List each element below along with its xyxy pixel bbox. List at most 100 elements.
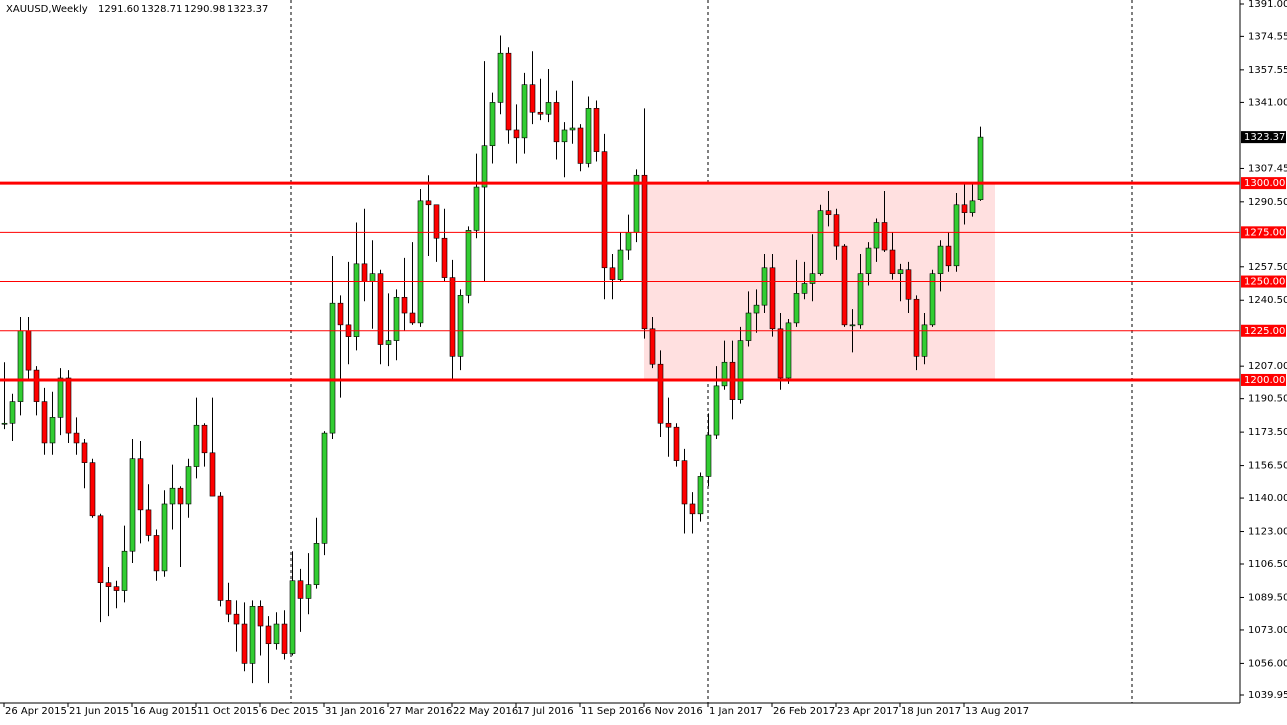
candle-body (153, 535, 160, 572)
header-value: 1291.60 (98, 4, 139, 15)
x-tick-label: 13 Aug 2017 (965, 706, 1029, 717)
candle-body (113, 586, 120, 591)
candle-body (713, 385, 720, 436)
candle-body (889, 249, 896, 274)
candle-body (233, 613, 240, 625)
candle-body (457, 295, 464, 357)
candle-body (753, 304, 760, 314)
candle-body (353, 263, 360, 337)
candle-body (369, 273, 376, 282)
candle-body (513, 129, 520, 139)
candle-body (577, 127, 584, 164)
y-tick-label: 1257.50 (1248, 262, 1287, 273)
candle-body (697, 476, 704, 515)
candle-body (553, 102, 560, 143)
level-label-bg (1241, 226, 1286, 239)
candle-body (297, 580, 304, 599)
candle-body (769, 267, 776, 330)
x-tick-label: 26 Feb 2017 (773, 706, 835, 717)
candle-body (913, 298, 920, 357)
y-tick-label: 1391.00 (1248, 0, 1287, 10)
y-tick-label: 1123.00 (1248, 527, 1287, 538)
x-tick-label: 1 Jan 2017 (709, 706, 763, 717)
header-value: 1323.37 (227, 4, 268, 15)
x-tick-label: 11 Sep 2016 (581, 706, 644, 717)
candle-body (785, 322, 792, 379)
candle-body (465, 230, 472, 296)
y-tick-label: 1156.50 (1248, 461, 1287, 472)
candle-body (529, 84, 536, 113)
level-label: 1250.00 (1244, 277, 1285, 288)
candle-body (881, 222, 888, 251)
y-tick-label: 1089.50 (1248, 592, 1287, 603)
candle-body (489, 102, 496, 147)
y-tick-label: 1039.95 (1248, 690, 1287, 701)
candle-body (105, 582, 112, 587)
candle-body (433, 204, 440, 239)
x-tick-label: 17 Jul 2016 (517, 706, 574, 717)
y-tick-label: 1140.00 (1248, 493, 1287, 504)
candle-body (25, 330, 32, 371)
x-tick-label: 18 Jun 2017 (901, 706, 961, 717)
x-tick-label: 16 Aug 2015 (133, 706, 197, 717)
candle-body (569, 127, 576, 131)
candle-body (417, 200, 424, 324)
candle-body (249, 606, 256, 664)
candle-body (73, 432, 80, 444)
x-tick-label: 11 Oct 2015 (197, 706, 259, 717)
candle-body (209, 452, 216, 497)
level-label-bg (1241, 177, 1286, 190)
level-label: 1225.00 (1244, 326, 1285, 337)
candle-body (873, 222, 880, 249)
candle-body (745, 312, 752, 341)
candle-body (449, 277, 456, 357)
candle-body (17, 330, 24, 402)
candle-body (217, 495, 224, 601)
candle-body (977, 136, 984, 200)
candle-body (681, 460, 688, 505)
candle-body (321, 432, 328, 544)
candle-body (89, 462, 96, 517)
candle-body (617, 249, 624, 280)
last-price-label: 1323.37 (1244, 132, 1285, 143)
candle-body (393, 296, 400, 341)
candle-body (689, 503, 696, 515)
candle-body (825, 210, 832, 215)
candle-body (193, 424, 200, 467)
candle-body (505, 52, 512, 131)
candle-body (849, 324, 856, 327)
candle-body (1, 422, 8, 425)
candle-body (9, 401, 16, 424)
candle-body (161, 503, 168, 572)
candle-body (33, 369, 40, 402)
candle-body (337, 302, 344, 326)
y-tick-label: 1341.00 (1248, 97, 1287, 108)
y-tick-label: 1106.50 (1248, 559, 1287, 570)
candle-body (145, 509, 152, 536)
candle-body (65, 377, 72, 434)
candle-body (761, 267, 768, 306)
header-value: 1328.71 (141, 4, 182, 15)
candle-body (481, 145, 488, 188)
candle-body (969, 200, 976, 213)
candle-body (777, 328, 784, 379)
candle-body (657, 363, 664, 424)
candle-body (929, 273, 936, 326)
candle-body (201, 424, 208, 454)
candle-body (793, 293, 800, 324)
y-tick-label: 1073.00 (1248, 625, 1287, 636)
candle-body (737, 340, 744, 400)
candle-body (497, 52, 504, 103)
y-tick-label: 1173.50 (1248, 427, 1287, 438)
candle-body (857, 273, 864, 326)
candle-body (953, 204, 960, 267)
candle-body (281, 623, 288, 654)
level-label: 1275.00 (1244, 227, 1285, 238)
candle-body (305, 584, 312, 599)
candle-body (833, 214, 840, 247)
candle-body (137, 458, 144, 511)
candle-body (401, 296, 408, 314)
level-label-bg (1241, 275, 1286, 288)
